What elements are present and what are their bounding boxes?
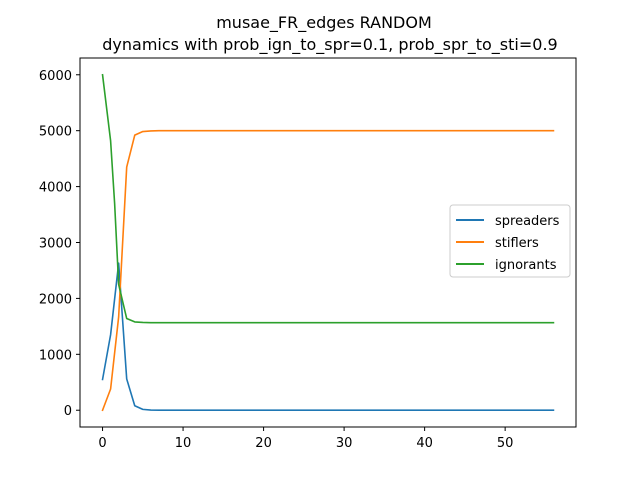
y-tick-label: 5000 bbox=[39, 125, 72, 140]
x-tick-label: 30 bbox=[336, 436, 353, 451]
chart-subtitle: dynamics with prob_ign_to_spr=0.1, prob_… bbox=[102, 35, 557, 55]
chart-title: musae_FR_edges RANDOM bbox=[216, 13, 432, 33]
y-tick-label: 4000 bbox=[39, 181, 72, 196]
x-tick-label: 10 bbox=[175, 436, 192, 451]
legend-label-ignorants: ignorants bbox=[495, 258, 557, 273]
x-tick-label: 0 bbox=[98, 436, 106, 451]
x-tick-label: 20 bbox=[255, 436, 272, 451]
y-axis: 0 1000 2000 3000 4000 5000 6000 bbox=[39, 69, 80, 419]
legend-box bbox=[449, 204, 571, 278]
y-tick-label: 6000 bbox=[39, 69, 72, 84]
x-tick-label: 40 bbox=[416, 436, 433, 451]
series-line-ignorants bbox=[101, 73, 555, 324]
legend: spreaders stiflers ignorants bbox=[449, 204, 571, 278]
y-tick-label: 2000 bbox=[39, 292, 72, 307]
legend-label-stiflers: stiflers bbox=[495, 236, 539, 251]
series-line-stiflers bbox=[101, 129, 555, 412]
y-tick-label: 0 bbox=[64, 404, 72, 419]
series-line-spreaders bbox=[101, 262, 555, 412]
legend-label-spreaders: spreaders bbox=[495, 214, 560, 229]
x-tick-label: 50 bbox=[497, 436, 514, 451]
y-tick-label: 1000 bbox=[39, 348, 72, 363]
y-tick-label: 3000 bbox=[39, 237, 72, 252]
series-layer bbox=[101, 73, 555, 412]
x-axis: 0 10 20 30 40 50 bbox=[98, 427, 513, 451]
